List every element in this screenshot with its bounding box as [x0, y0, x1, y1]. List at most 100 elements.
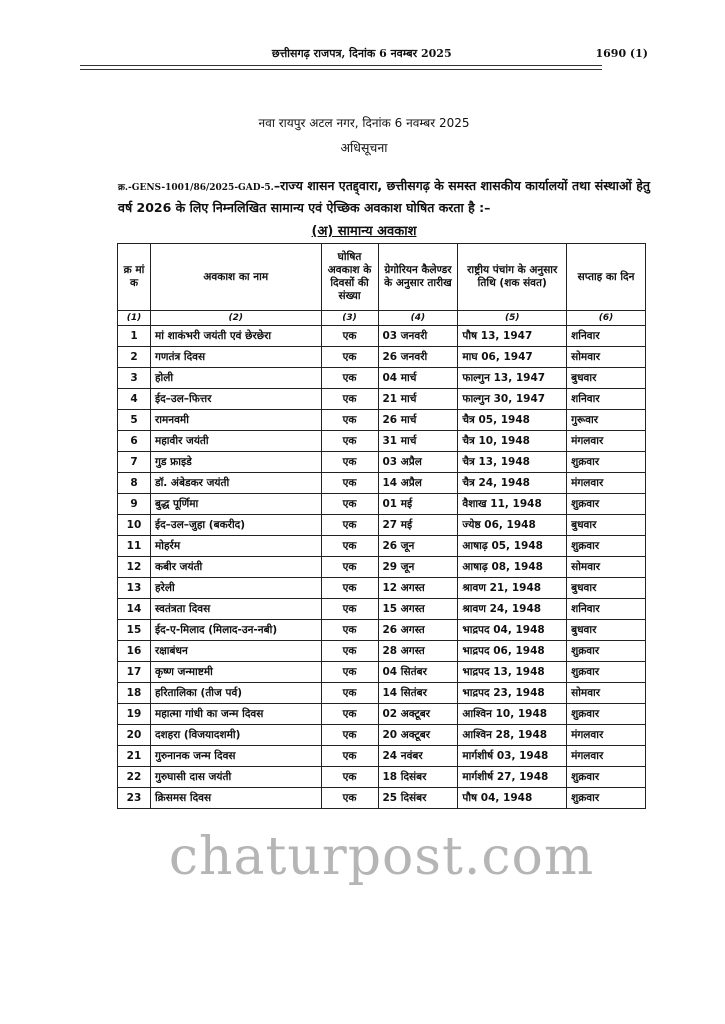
- notice-title: अधिसूचना: [340, 140, 388, 155]
- weekday-cell: गुरूवार: [566, 409, 646, 431]
- table-row: 18 हरितालिका (तीज पर्व) एक 14 सितंबर भाद्रपद…: [117, 682, 646, 704]
- notice-paragraph: क्र.-GENS-1001/86/2025-GAD-5.–राज्य शासन…: [118, 176, 650, 217]
- serial-cell: 22: [117, 766, 151, 788]
- weekday-cell: बुधवार: [566, 514, 646, 536]
- header-divider: [80, 65, 602, 70]
- holiday-name-cell: गुरुघासी दास जयंती: [149, 766, 322, 788]
- weekday-cell: शनिवार: [566, 325, 646, 347]
- table-row: 7 गुड फ्राइडे एक 03 अप्रैल चैत्र 13, 1948 शुक…: [117, 451, 646, 473]
- weekday-cell: बुधवार: [566, 577, 646, 599]
- header-row: क्र मां क अवकाश का नाम घोषित अवकाश के दिवस…: [117, 243, 646, 311]
- days-count-cell: एक: [320, 787, 379, 809]
- days-count-cell: एक: [320, 430, 379, 452]
- days-count-cell: एक: [320, 451, 379, 473]
- gregorian-date-cell: 31 मार्च: [377, 430, 459, 452]
- table-row: 3 होली एक 04 मार्च फाल्गुन 13, 1947 बुधवार: [117, 367, 646, 389]
- table-row: 15 ईद-ए-मिलाद (मिलाद-उन-नबी) एक 26 अगस्त भाद…: [117, 619, 646, 641]
- table-row: 4 ईद–उल–फित्तर एक 21 मार्च फाल्गुन 30, 1947 श…: [117, 388, 646, 410]
- saka-date-cell: चैत्र 05, 1948: [457, 409, 568, 431]
- holiday-name-cell: होली: [149, 367, 322, 389]
- table-row: 19 महात्मा गांधी का जन्म दिवस एक 02 अक्टूबर…: [117, 703, 646, 725]
- serial-cell: 11: [117, 535, 151, 557]
- column-number-row: (1) (2) (3) (4) (5) (6): [117, 310, 646, 326]
- gregorian-date-cell: 12 अगस्त: [377, 577, 459, 599]
- holiday-name-cell: महात्मा गांधी का जन्म दिवस: [149, 703, 322, 725]
- column-number: (3): [320, 310, 379, 326]
- gregorian-date-cell: 04 मार्च: [377, 367, 459, 389]
- gregorian-date-cell: 29 जून: [377, 556, 459, 578]
- serial-cell: 9: [117, 493, 151, 515]
- holiday-name-cell: गुड फ्राइडे: [149, 451, 322, 473]
- weekday-cell: शनिवार: [566, 598, 646, 620]
- column-number: (1): [117, 310, 151, 326]
- table-row: 20 दशहरा (विजयादशमी) एक 20 अक्टूबर आश्विन 28…: [117, 724, 646, 746]
- days-count-cell: एक: [320, 535, 379, 557]
- table-row: 13 हरेली एक 12 अगस्त श्रावण 21, 1948 बुधवार: [117, 577, 646, 599]
- weekday-cell: शुक्रवार: [566, 451, 646, 473]
- holiday-name-cell: रामनवमी: [149, 409, 322, 431]
- weekday-cell: सोमवार: [566, 556, 646, 578]
- days-count-cell: एक: [320, 346, 379, 368]
- saka-date-cell: आषाढ़ 08, 1948: [457, 556, 568, 578]
- serial-cell: 17: [117, 661, 151, 683]
- days-count-cell: एक: [320, 745, 379, 767]
- weekday-cell: शुक्रवार: [566, 703, 646, 725]
- table-row: 21 गुरुनानक जन्म दिवस एक 24 नवंबर मार्गशीर्ष…: [117, 745, 646, 767]
- days-count-cell: एक: [320, 640, 379, 662]
- gregorian-date-cell: 18 दिसंबर: [377, 766, 459, 788]
- gregorian-date-cell: 25 दिसंबर: [377, 787, 459, 809]
- saka-date-cell: माघ 06, 1947: [457, 346, 568, 368]
- saka-date-cell: मार्गशीर्ष 03, 1948: [457, 745, 568, 767]
- gregorian-date-cell: 26 जनवरी: [377, 346, 459, 368]
- gregorian-date-cell: 24 नवंबर: [377, 745, 459, 767]
- saka-date-cell: आश्विन 28, 1948: [457, 724, 568, 746]
- weekday-cell: शुक्रवार: [566, 640, 646, 662]
- saka-date-cell: चैत्र 13, 1948: [457, 451, 568, 473]
- holiday-name-cell: क्रिसमस दिवस: [149, 787, 322, 809]
- serial-cell: 2: [117, 346, 151, 368]
- holiday-table: क्र मां क अवकाश का नाम घोषित अवकाश के दिवस…: [117, 243, 646, 809]
- serial-cell: 8: [117, 472, 151, 494]
- reference-number: क्र.-GENS-1001/86/2025-GAD-5.: [118, 183, 274, 193]
- weekday-cell: सोमवार: [566, 682, 646, 704]
- table-row: 6 महावीर जयंती एक 31 मार्च चैत्र 10, 1948 मंग…: [117, 430, 646, 452]
- column-number: (5): [457, 310, 568, 326]
- holiday-name-cell: डॉ. अंबेडकर जयंती: [149, 472, 322, 494]
- days-count-cell: एक: [320, 661, 379, 683]
- column-header: राष्ट्रीय पंचांग के अनुसार तिथि (शक संवत…: [457, 243, 568, 311]
- gregorian-date-cell: 03 अप्रैल: [377, 451, 459, 473]
- days-count-cell: एक: [320, 619, 379, 641]
- holiday-name-cell: कृष्ण जन्माष्टमी: [149, 661, 322, 683]
- saka-date-cell: वैशाख 11, 1948: [457, 493, 568, 515]
- days-count-cell: एक: [320, 703, 379, 725]
- table-row: 11 मोहर्रम एक 26 जून आषाढ़ 05, 1948 शुक्रवार: [117, 535, 646, 557]
- column-header: घोषित अवकाश के दिवसों की संख्या: [320, 243, 379, 311]
- table-row: 1 मां शाकंभरी जयंती एवं छेरछेरा एक 03 जनवरी…: [117, 325, 646, 347]
- column-number: (2): [149, 310, 322, 326]
- holiday-name-cell: बुद्ध पूर्णिमा: [149, 493, 322, 515]
- table-row: 16 रक्षाबंधन एक 28 अगस्त भाद्रपद 06, 1948 शुक…: [117, 640, 646, 662]
- table-row: 14 स्वतंत्रता दिवस एक 15 अगस्त श्रावण 24, 19…: [117, 598, 646, 620]
- weekday-cell: सोमवार: [566, 346, 646, 368]
- gregorian-date-cell: 21 मार्च: [377, 388, 459, 410]
- serial-cell: 21: [117, 745, 151, 767]
- days-count-cell: एक: [320, 367, 379, 389]
- serial-cell: 16: [117, 640, 151, 662]
- gregorian-date-cell: 03 जनवरी: [377, 325, 459, 347]
- saka-date-cell: भाद्रपद 06, 1948: [457, 640, 568, 662]
- days-count-cell: एक: [320, 325, 379, 347]
- saka-date-cell: फाल्गुन 30, 1947: [457, 388, 568, 410]
- days-count-cell: एक: [320, 766, 379, 788]
- holiday-name-cell: हरितालिका (तीज पर्व): [149, 682, 322, 704]
- column-header: अवकाश का नाम: [149, 243, 322, 311]
- holiday-name-cell: स्वतंत्रता दिवस: [149, 598, 322, 620]
- holiday-name-cell: गणतंत्र दिवस: [149, 346, 322, 368]
- days-count-cell: एक: [320, 598, 379, 620]
- saka-date-cell: चैत्र 10, 1948: [457, 430, 568, 452]
- holiday-name-cell: गुरुनानक जन्म दिवस: [149, 745, 322, 767]
- saka-date-cell: श्रावण 21, 1948: [457, 577, 568, 599]
- gregorian-date-cell: 20 अक्टूबर: [377, 724, 459, 746]
- saka-date-cell: श्रावण 24, 1948: [457, 598, 568, 620]
- table-row: 23 क्रिसमस दिवस एक 25 दिसंबर पौष 04, 1948 शुक…: [117, 787, 646, 809]
- table-row: 5 रामनवमी एक 26 मार्च चैत्र 05, 1948 गुरूवार: [117, 409, 646, 431]
